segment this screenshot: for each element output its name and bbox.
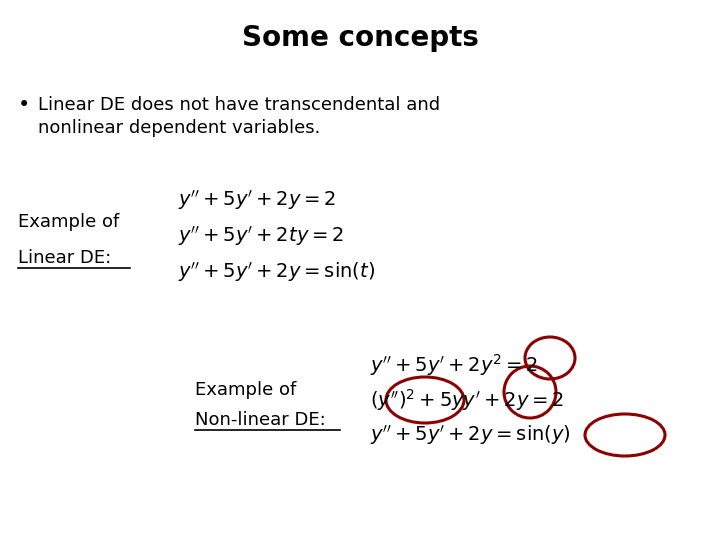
Text: Some concepts: Some concepts: [242, 24, 478, 52]
Text: $y''+5y'+2ty = 2$: $y''+5y'+2ty = 2$: [178, 224, 344, 248]
Text: $y''+5y'+2y = 2$: $y''+5y'+2y = 2$: [178, 188, 336, 212]
Text: Non-linear DE:: Non-linear DE:: [195, 411, 325, 429]
Text: nonlinear dependent variables.: nonlinear dependent variables.: [38, 119, 320, 137]
Text: Linear DE:: Linear DE:: [18, 249, 112, 267]
Text: Example of: Example of: [18, 213, 120, 231]
Text: $y''+5y'+2y = \sin(t)$: $y''+5y'+2y = \sin(t)$: [178, 260, 375, 284]
Text: •: •: [18, 95, 30, 115]
Text: $(y'')^{2}+5yy'+2y = 2$: $(y'')^{2}+5yy'+2y = 2$: [370, 387, 564, 413]
Text: $y''+5y'+2y^{2} = 2$: $y''+5y'+2y^{2} = 2$: [370, 352, 539, 378]
Text: Linear DE does not have transcendental and: Linear DE does not have transcendental a…: [38, 96, 440, 114]
Text: $y''+5y'+2y = \sin(y)$: $y''+5y'+2y = \sin(y)$: [370, 423, 571, 447]
Text: Example of: Example of: [195, 381, 296, 399]
